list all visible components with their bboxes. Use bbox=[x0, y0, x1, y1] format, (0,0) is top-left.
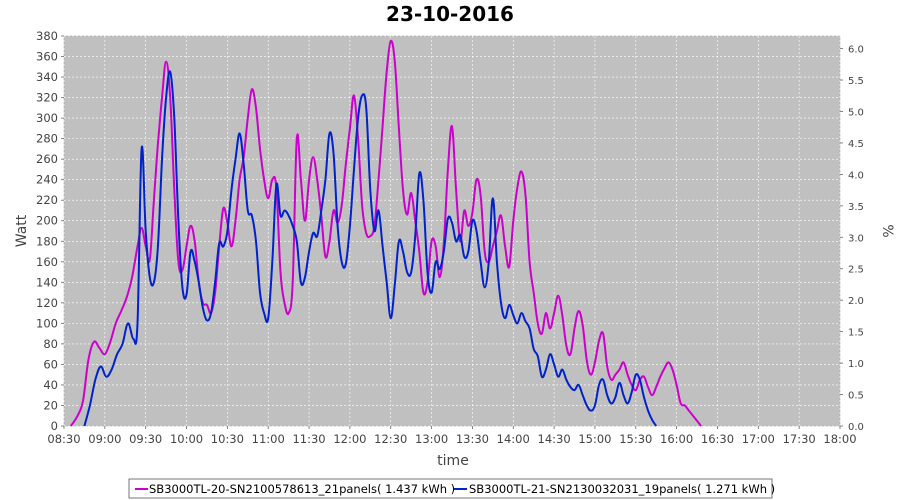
y2-tick-label: 3.5 bbox=[848, 202, 864, 213]
y-tick-label: 200 bbox=[36, 214, 58, 228]
y2-tick-label: 4.0 bbox=[848, 170, 864, 181]
x-tick-label: 16:00 bbox=[660, 432, 693, 446]
legend-label-series-2: SB3000TL-21-SN2130032031_19panels( 1.271… bbox=[469, 482, 775, 496]
y-tick-label: 280 bbox=[36, 132, 58, 146]
x-tick-label: 13:00 bbox=[415, 432, 448, 446]
legend-label-series-1: SB3000TL-20-SN2100578613_21panels( 1.437… bbox=[149, 482, 455, 496]
plot-area bbox=[63, 35, 841, 427]
y2-tick-label: 1.5 bbox=[848, 328, 864, 339]
y-tick-label: 320 bbox=[36, 91, 58, 105]
y-tick-label: 360 bbox=[36, 50, 58, 64]
y-tick-label: 60 bbox=[43, 357, 58, 371]
x-tick-label: 18:00 bbox=[823, 432, 856, 446]
x-tick-label: 15:00 bbox=[578, 432, 611, 446]
y2-axis-label: % bbox=[879, 224, 895, 237]
x-axis-label: time bbox=[437, 453, 469, 469]
x-tick-label: 13:30 bbox=[456, 432, 489, 446]
y-tick-label: 140 bbox=[36, 275, 58, 289]
y-tick-label: 40 bbox=[43, 378, 58, 392]
x-tick-label: 09:00 bbox=[88, 432, 121, 446]
y-tick-label: 220 bbox=[36, 193, 58, 207]
series-lines bbox=[69, 39, 702, 427]
y2-tick-label: 3.0 bbox=[848, 233, 864, 244]
x-tick-label: 10:00 bbox=[170, 432, 203, 446]
x-tick-label: 09:30 bbox=[129, 432, 162, 446]
y-tick-label: 180 bbox=[36, 234, 58, 248]
x-tick-label: 11:30 bbox=[292, 432, 325, 446]
x-tick-label: 17:30 bbox=[783, 432, 816, 446]
chart-title: 23-10-2016 bbox=[386, 2, 514, 26]
x-tick-label: 10:30 bbox=[211, 432, 244, 446]
x-tick-label: 11:00 bbox=[252, 432, 285, 446]
y2-tick-label: 2.0 bbox=[848, 296, 864, 307]
y2-tick-label: 5.5 bbox=[848, 76, 864, 87]
y-tick-label: 80 bbox=[43, 337, 58, 351]
y2-tick-label: 0.5 bbox=[848, 391, 864, 402]
y-tick-label: 100 bbox=[36, 316, 58, 330]
legend: SB3000TL-20-SN2100578613_21panels( 1.437… bbox=[128, 478, 775, 499]
series-line-1 bbox=[69, 39, 702, 427]
y-tick-label: 340 bbox=[36, 70, 58, 84]
y-tick-label: 120 bbox=[36, 296, 58, 310]
y-tick-label: 240 bbox=[36, 173, 58, 187]
x-tick-label: 17:00 bbox=[742, 432, 775, 446]
y-tick-label: 20 bbox=[43, 398, 58, 412]
grid-lines bbox=[63, 35, 841, 427]
y-axis-label: Watt bbox=[14, 214, 30, 247]
y-axis: 0 20 40 60 80 100 120 140 160 180 200 220 240 260 280 3… bbox=[36, 29, 64, 433]
y-tick-label: 0 bbox=[51, 419, 58, 433]
x-tick-label: 12:30 bbox=[374, 432, 407, 446]
x-tick-label: 15:30 bbox=[619, 432, 652, 446]
y2-tick-label: 4.5 bbox=[848, 139, 864, 150]
x-tick-label: 12:00 bbox=[333, 432, 366, 446]
x-tick-label: 16:30 bbox=[701, 432, 734, 446]
y2-tick-label: 1.0 bbox=[848, 359, 864, 370]
x-tick-label: 14:30 bbox=[538, 432, 571, 446]
y-tick-label: 380 bbox=[36, 29, 58, 43]
x-tick-label: 08:30 bbox=[47, 432, 80, 446]
y2-tick-label: 2.5 bbox=[848, 265, 864, 276]
y-tick-label: 300 bbox=[36, 111, 58, 125]
series-line-2 bbox=[83, 70, 658, 427]
y2-tick-label: 6.0 bbox=[848, 45, 864, 56]
y2-tick-label: 0.0 bbox=[848, 422, 864, 433]
y2-axis: 0.0 0.5 1.0 1.5 2.0 2.5 3.0 3.5 4.0 4.5 5.0 5.5 6.0 bbox=[840, 45, 864, 433]
legend-box bbox=[128, 478, 773, 499]
y-tick-label: 260 bbox=[36, 152, 58, 166]
x-tick-label: 14:00 bbox=[497, 432, 530, 446]
y-tick-label: 160 bbox=[36, 255, 58, 269]
x-axis: 08:30 09:00 09:30 10:00 10:30 11:00 11:30 12:00… bbox=[47, 426, 857, 446]
y2-tick-label: 5.0 bbox=[848, 107, 864, 118]
